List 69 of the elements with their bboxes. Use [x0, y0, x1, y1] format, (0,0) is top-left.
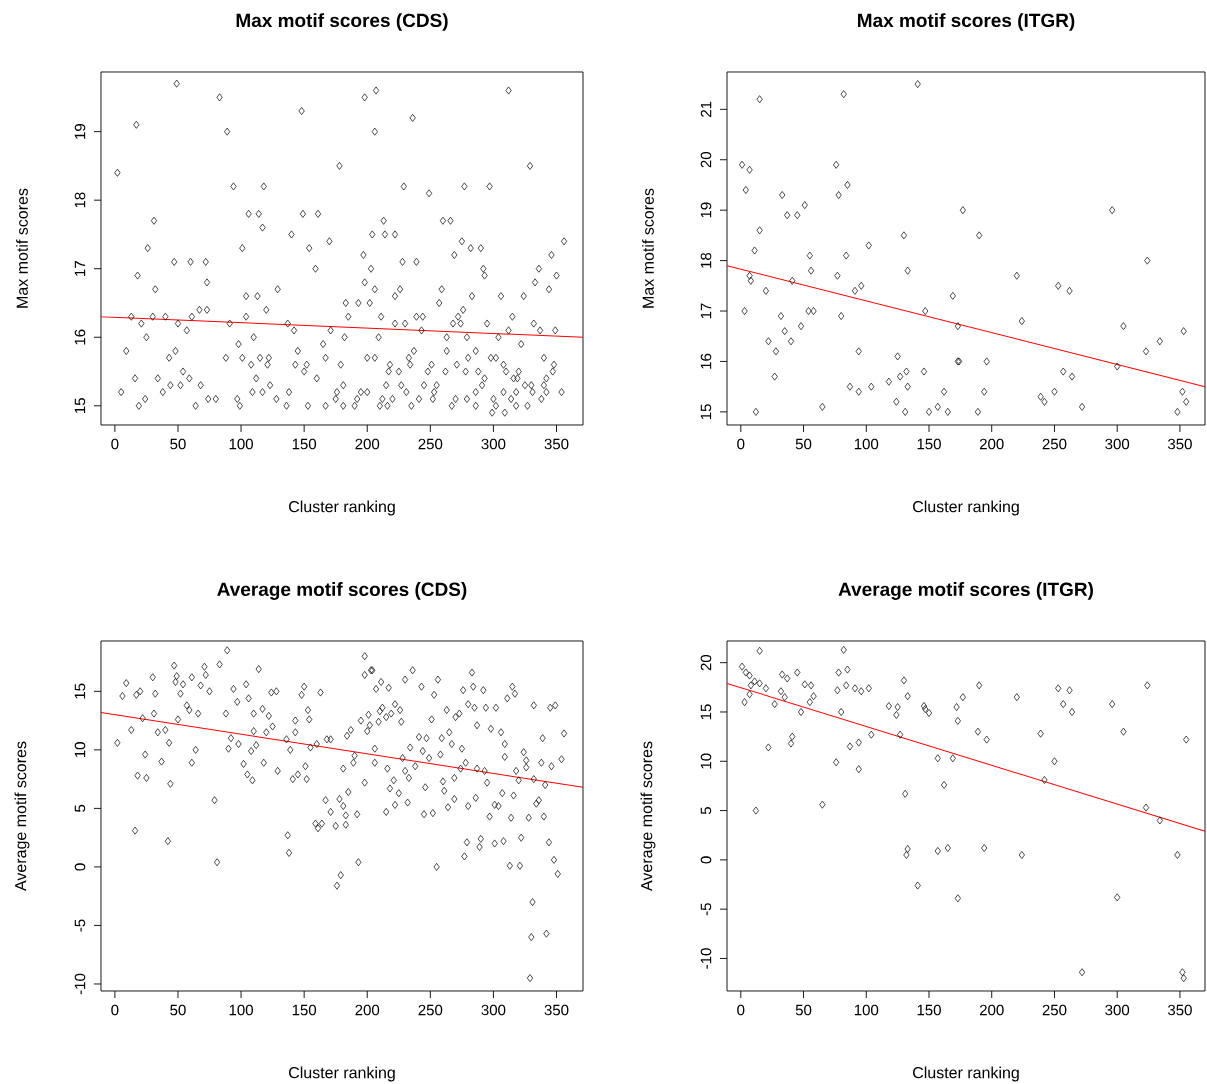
y-tick-label: 18: [700, 252, 712, 268]
x-axis-title: Cluster ranking: [289, 500, 395, 516]
x-axis-title: Cluster ranking: [913, 1066, 1019, 1082]
y-tick-label: 20: [700, 654, 712, 671]
x-tick-label: 200: [355, 1004, 380, 1016]
y-tick-label: 20: [700, 152, 712, 168]
y-tick-label: 5: [700, 807, 712, 815]
x-tick-label: 350: [1167, 1004, 1192, 1016]
x-tick-label: 100: [854, 438, 879, 450]
y-tick-label: 19: [700, 202, 712, 218]
x-tick-label: 0: [111, 1004, 119, 1016]
y-tick-label: -5: [74, 919, 86, 932]
y-axis-title: Average motif scores: [640, 741, 656, 891]
y-tick-label: 21: [700, 101, 712, 117]
x-tick-label: 200: [979, 1004, 1004, 1016]
x-tick-label: 50: [795, 438, 812, 450]
x-tick-label: 300: [1105, 1004, 1130, 1016]
x-tick-label: 300: [1105, 438, 1130, 450]
x-tick-label: 250: [418, 1004, 443, 1016]
y-tick-label: 15: [700, 704, 712, 720]
x-tick-label: 100: [854, 1004, 879, 1016]
y-tick-label: 10: [700, 753, 712, 769]
x-tick-label: 100: [229, 1004, 253, 1016]
x-tick-label: 150: [917, 1004, 941, 1016]
y-tick-label: 0: [700, 856, 712, 864]
y-axis-title: Average motif scores: [14, 741, 30, 891]
chart-title: Average motif scores (ITGR): [838, 582, 1093, 600]
x-tick-label: 150: [917, 438, 941, 450]
x-tick-label: 200: [979, 438, 1004, 450]
x-tick-label: 200: [355, 438, 380, 450]
y-tick-label: 0: [74, 863, 86, 871]
x-tick-label: 250: [1042, 438, 1067, 450]
y-axis-title: Max motif scores: [642, 188, 654, 308]
y-tick-label: 19: [74, 124, 86, 139]
x-tick-label: 300: [481, 1004, 506, 1016]
x-tick-label: 350: [1167, 438, 1192, 450]
x-tick-label: 150: [292, 438, 317, 450]
y-tick-label: -5: [700, 903, 712, 916]
y-tick-label: -10: [700, 948, 712, 969]
x-tick-label: 0: [737, 1004, 745, 1016]
chart-title: Average motif scores (CDS): [217, 582, 467, 600]
x-tick-label: 50: [170, 438, 186, 450]
y-tick-label: 15: [74, 398, 86, 413]
x-tick-label: 150: [292, 1004, 317, 1016]
x-tick-label: 350: [544, 1004, 569, 1016]
y-tick-label: 15: [74, 683, 86, 699]
x-tick-label: 100: [229, 438, 253, 450]
x-tick-label: 50: [795, 1004, 812, 1016]
chart-title: Max motif scores (CDS): [236, 13, 448, 31]
y-tick-label: 16: [700, 353, 712, 369]
y-tick-label: 5: [74, 804, 86, 812]
y-tick-label: 10: [74, 742, 86, 758]
x-tick-label: 0: [737, 438, 745, 450]
y-axis-title: Max motif scores: [16, 188, 28, 308]
chart-title: Max motif scores (ITGR): [858, 13, 1075, 31]
x-tick-label: 250: [1042, 1004, 1067, 1016]
x-tick-label: 300: [481, 438, 506, 450]
y-tick-label: 16: [74, 329, 86, 345]
x-axis-title: Cluster ranking: [913, 500, 1019, 516]
x-tick-label: 350: [544, 438, 569, 450]
y-tick-label: 15: [700, 404, 712, 420]
x-tick-label: 250: [418, 438, 443, 450]
y-tick-label: -10: [74, 973, 86, 995]
x-tick-label: 50: [170, 1004, 186, 1016]
y-tick-label: 18: [74, 192, 86, 208]
x-tick-label: 0: [111, 438, 119, 450]
y-tick-label: 17: [74, 261, 86, 276]
x-axis-title: Cluster ranking: [289, 1066, 395, 1082]
y-tick-label: 17: [700, 303, 712, 319]
